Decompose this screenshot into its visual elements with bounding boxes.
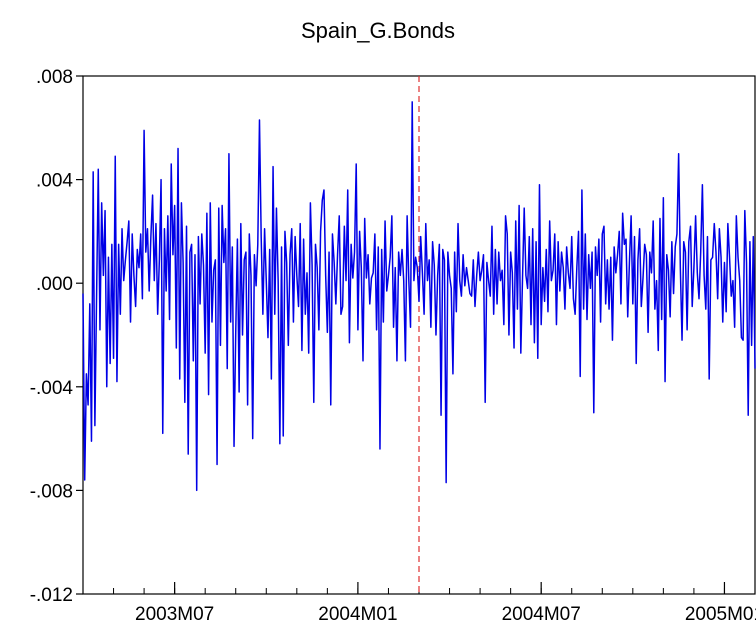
x-tick-label: 2003M07 [135, 604, 214, 625]
y-tick-label: .004 [36, 171, 73, 192]
x-tick-label: 2004M07 [502, 604, 581, 625]
y-tick-label: -.008 [30, 481, 73, 502]
x-tick-label: 2005M01 [685, 604, 756, 625]
x-tick-label: 2004M01 [318, 604, 397, 625]
y-tick-label: -.004 [30, 378, 74, 399]
y-tick-label: .000 [36, 274, 73, 295]
chart-title: Spain_G.Bonds [300, 18, 456, 43]
y-tick-label: -.012 [30, 585, 73, 606]
series-line [82, 101, 756, 492]
y-tick-label: .008 [36, 67, 73, 88]
